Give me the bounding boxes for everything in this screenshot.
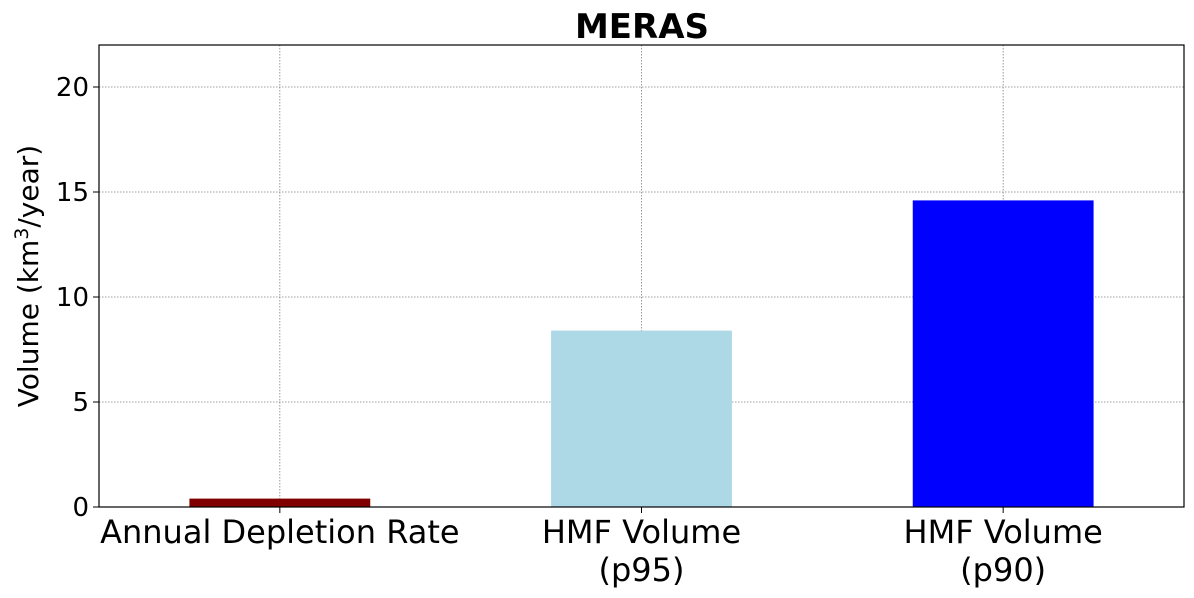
x-axis-ticks: Annual Depletion Rate HMF Volume (p95)HMF … <box>100 507 1103 589</box>
x-tick-label: HMF Volume (p95) <box>542 513 741 589</box>
y-axis-ticks: 0 5 10 15 20 <box>56 73 99 523</box>
y-tick-label: 10 <box>56 283 89 313</box>
y-axis-label: Volume (km3/year) <box>11 145 45 407</box>
x-tick-label-line: HMF Volume <box>904 513 1103 551</box>
chart-title: MERAS <box>575 7 709 47</box>
x-tick-label-line: (p95) <box>599 551 685 589</box>
y-tick-label: 20 <box>56 73 89 103</box>
bar-3 <box>912 200 1094 507</box>
bars <box>189 200 1094 507</box>
y-axis-label-main: Volume (km <box>12 240 45 407</box>
y-tick-label: 15 <box>56 178 89 208</box>
x-tick-label-line: (p90) <box>960 551 1046 589</box>
bar-2 <box>551 330 732 507</box>
y-axis-label-superscript: 3 <box>11 228 33 240</box>
bar-1 <box>189 498 371 507</box>
y-tick-label: 0 <box>72 493 89 523</box>
y-tick-label: 5 <box>72 388 89 418</box>
x-tick-label: Annual Depletion Rate <box>100 513 459 551</box>
x-tick-label: HMF Volume (p90) <box>904 513 1103 589</box>
x-tick-label-line: Annual Depletion Rate <box>100 513 459 551</box>
x-tick-label-line: HMF Volume <box>542 513 741 551</box>
y-axis-label-tail: /year) <box>12 145 45 228</box>
